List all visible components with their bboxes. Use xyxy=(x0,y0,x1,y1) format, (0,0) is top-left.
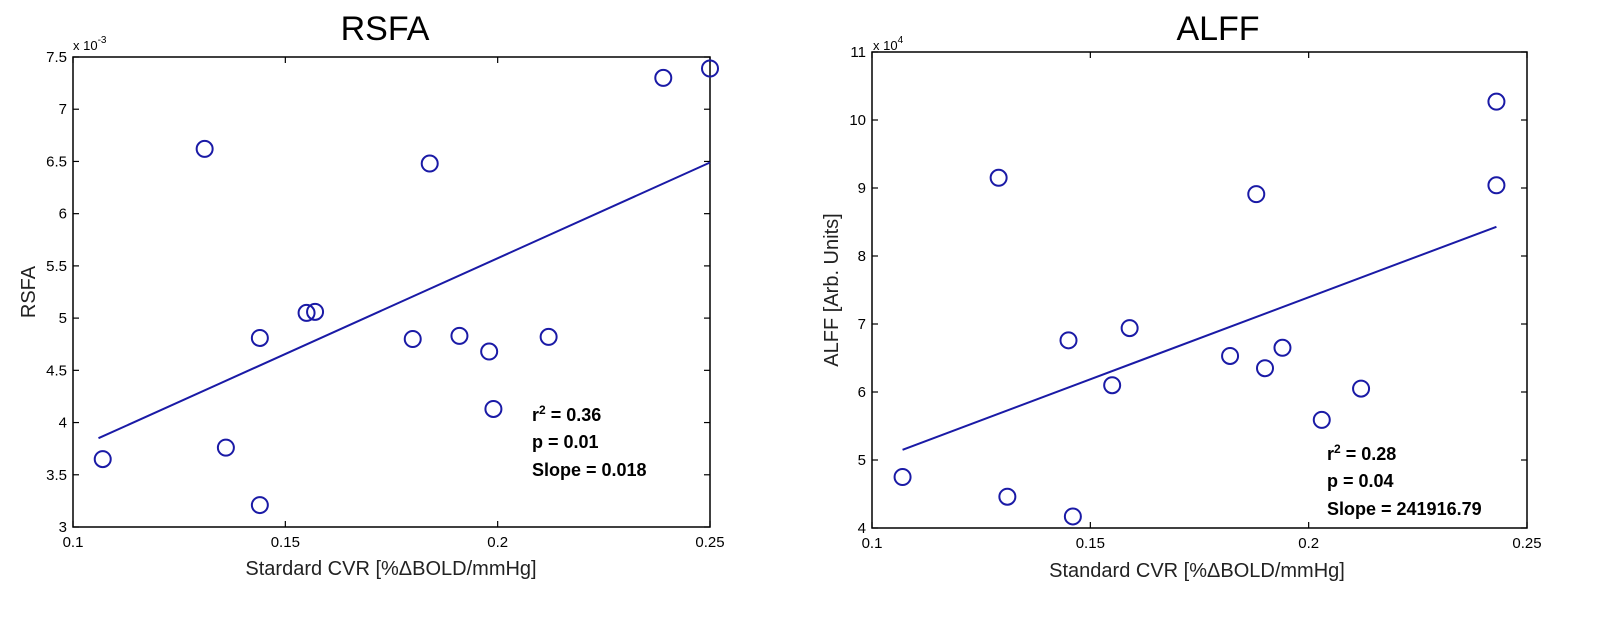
data-point xyxy=(998,487,1017,506)
y-tick-label: 8 xyxy=(858,248,866,265)
y-tick-label: 3.5 xyxy=(46,467,67,484)
y-tick-label: 6.5 xyxy=(46,153,67,170)
regression-line xyxy=(902,225,1497,451)
data-point xyxy=(1312,410,1331,429)
x-tick-label: 0.25 xyxy=(1512,535,1541,552)
data-point xyxy=(1247,185,1266,204)
data-point xyxy=(1487,176,1506,195)
data-point xyxy=(893,468,912,486)
data-point xyxy=(989,168,1008,187)
data-point xyxy=(93,450,112,469)
data-point xyxy=(1256,359,1274,378)
data-point xyxy=(701,59,719,78)
chart-title: ALFF xyxy=(1176,10,1259,48)
x-tick-label: 0.25 xyxy=(695,534,724,551)
y-tick-label: 4 xyxy=(59,415,67,432)
y-tick-label: 10 xyxy=(849,112,866,129)
y-axis-label: RSFA xyxy=(18,265,40,318)
x-tick-label: 0.1 xyxy=(862,535,883,552)
chart-title: RSFA xyxy=(341,10,430,48)
y-tick-label: 7 xyxy=(59,101,67,118)
y-tick-label: 7 xyxy=(858,316,866,333)
data-point xyxy=(1120,319,1139,338)
x-tick-label: 0.15 xyxy=(1076,535,1105,552)
data-point xyxy=(654,68,673,87)
x-tick-label: 0.2 xyxy=(1298,535,1319,552)
r-squared-text: r2 = 0.36 xyxy=(532,403,601,425)
data-point xyxy=(195,139,214,158)
stats-box: r2 = 0.36 p = 0.01 Slope = 0.018 xyxy=(532,403,647,480)
data-point xyxy=(1103,376,1122,395)
y-tick-label: 5 xyxy=(59,310,67,327)
data-point xyxy=(539,327,558,346)
data-point xyxy=(1487,92,1506,111)
alff-chart-panel: ALFF x 104 0.1 0.15 0.2 0.25 4 5 6 7 8 9 10 11 Stan… xyxy=(805,0,1610,633)
y-tick-label: 9 xyxy=(858,180,866,197)
x-axis-label: Stardard CVR [%ΔBOLD/mmHg] xyxy=(245,558,536,580)
data-point xyxy=(1221,346,1240,365)
y-tick-label: 11 xyxy=(850,44,866,61)
data-point xyxy=(250,496,269,515)
data-point xyxy=(1059,331,1078,350)
alff-chart: ALFF x 104 0.1 0.15 0.2 0.25 4 5 6 7 8 9 10 11 Stan… xyxy=(821,10,1542,582)
y-tick-label: 7.5 xyxy=(46,49,67,66)
data-point xyxy=(216,438,235,457)
data-point xyxy=(306,302,325,321)
data-point xyxy=(1063,507,1082,526)
data-point xyxy=(250,328,269,347)
p-value-text: p = 0.01 xyxy=(532,432,599,452)
slope-text: Slope = 241916.79 xyxy=(1327,499,1482,519)
x-tick-label: 0.1 xyxy=(63,534,84,551)
data-point xyxy=(480,342,499,361)
data-point xyxy=(297,303,316,322)
y-tick-label: 5 xyxy=(858,452,866,469)
y-exponent-label: x 10-3 xyxy=(73,35,107,53)
data-point xyxy=(1352,379,1371,398)
y-tick-label: 6 xyxy=(59,206,67,223)
rsfa-chart-panel: RSFA x 10-3 0.1 0.15 0.2 0.25 3 3.5 4 4.5 5 5.5 6 6… xyxy=(0,0,800,633)
data-point xyxy=(403,330,422,348)
data-point xyxy=(1273,338,1292,357)
y-tick-label: 4.5 xyxy=(46,362,67,379)
y-tick-label: 5.5 xyxy=(46,258,67,275)
y-tick-label: 4 xyxy=(858,520,866,537)
x-tick-label: 0.2 xyxy=(487,534,508,551)
slope-text: Slope = 0.018 xyxy=(532,460,647,480)
y-exponent-label: x 104 xyxy=(873,35,904,53)
plot-area xyxy=(72,56,711,528)
stats-box: r2 = 0.28 p = 0.04 Slope = 241916.79 xyxy=(1327,442,1482,519)
y-tick-label: 6 xyxy=(858,384,866,401)
plot-area xyxy=(871,51,1528,529)
data-point xyxy=(484,399,503,418)
data-point xyxy=(420,154,439,173)
regression-line xyxy=(98,161,711,440)
x-tick-label: 0.15 xyxy=(271,534,300,551)
x-axis-label: Standard CVR [%ΔBOLD/mmHg] xyxy=(1049,560,1345,582)
y-tick-label: 3 xyxy=(59,519,67,536)
r-squared-text: r2 = 0.28 xyxy=(1327,442,1396,464)
p-value-text: p = 0.04 xyxy=(1327,471,1394,491)
rsfa-chart: RSFA x 10-3 0.1 0.15 0.2 0.25 3 3.5 4 4.5 5 5.5 6 6… xyxy=(18,10,725,580)
y-axis-label: ALFF [Arb. Units] xyxy=(821,213,843,366)
data-point xyxy=(450,326,469,345)
